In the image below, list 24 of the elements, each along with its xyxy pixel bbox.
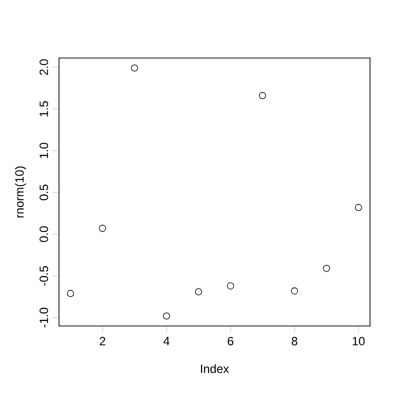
y-tick-label: -0.5: [40, 266, 48, 286]
y-tick-label: 0.0: [40, 226, 48, 242]
point: [322, 264, 330, 272]
point: [98, 224, 106, 232]
point: [290, 287, 298, 294]
point: [258, 92, 266, 100]
x-tick-label: 4: [163, 336, 170, 346]
point: [354, 204, 362, 211]
x-tick-label: 8: [292, 336, 298, 346]
point: [194, 288, 202, 296]
point: [66, 290, 74, 297]
x-axis-title: Index: [200, 364, 229, 374]
y-tick-label: 0.5: [40, 184, 48, 200]
x-tick-label: 2: [100, 336, 106, 346]
x-tick-label: 10: [352, 336, 365, 346]
point: [162, 312, 170, 320]
y-tick-label: -1.0: [40, 308, 48, 328]
point: [226, 282, 234, 290]
x-tick-label: 6: [228, 336, 234, 346]
y-tick-label: 1.0: [40, 142, 48, 158]
y-tick-label: 1.5: [40, 101, 48, 116]
point: [130, 64, 138, 72]
y-axis-title: rnorm(10): [14, 166, 26, 218]
y-tick-label: 2.0: [40, 59, 48, 75]
